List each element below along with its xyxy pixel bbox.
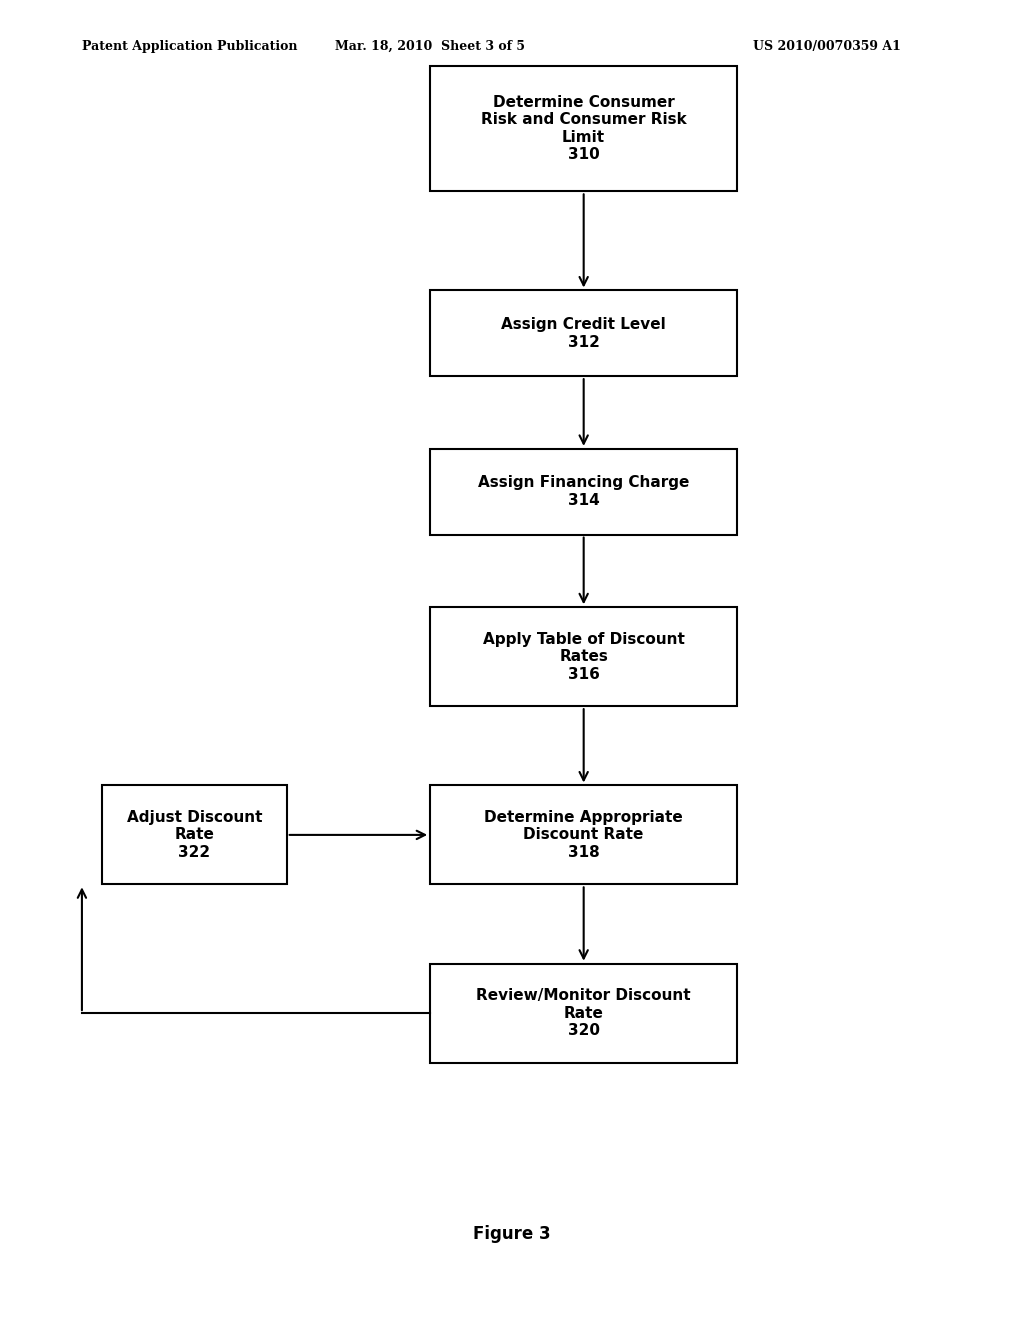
Text: Apply Table of Discount
Rates
316: Apply Table of Discount Rates 316 xyxy=(482,632,685,681)
Text: Assign Credit Level
312: Assign Credit Level 312 xyxy=(502,317,666,350)
Text: US 2010/0070359 A1: US 2010/0070359 A1 xyxy=(754,40,901,53)
Text: Determine Consumer
Risk and Consumer Risk
Limit
310: Determine Consumer Risk and Consumer Ris… xyxy=(481,95,686,162)
Text: Review/Monitor Discount
Rate
320: Review/Monitor Discount Rate 320 xyxy=(476,989,691,1038)
Text: Adjust Discount
Rate
322: Adjust Discount Rate 322 xyxy=(127,810,262,859)
Text: Figure 3: Figure 3 xyxy=(473,1225,551,1243)
FancyBboxPatch shape xyxy=(430,290,737,376)
FancyBboxPatch shape xyxy=(430,449,737,535)
FancyBboxPatch shape xyxy=(430,66,737,191)
Text: Patent Application Publication: Patent Application Publication xyxy=(82,40,297,53)
FancyBboxPatch shape xyxy=(102,785,287,884)
Text: Assign Financing Charge
314: Assign Financing Charge 314 xyxy=(478,475,689,508)
Text: Mar. 18, 2010  Sheet 3 of 5: Mar. 18, 2010 Sheet 3 of 5 xyxy=(335,40,525,53)
Text: Determine Appropriate
Discount Rate
318: Determine Appropriate Discount Rate 318 xyxy=(484,810,683,859)
FancyBboxPatch shape xyxy=(430,964,737,1063)
FancyBboxPatch shape xyxy=(430,607,737,706)
FancyBboxPatch shape xyxy=(430,785,737,884)
